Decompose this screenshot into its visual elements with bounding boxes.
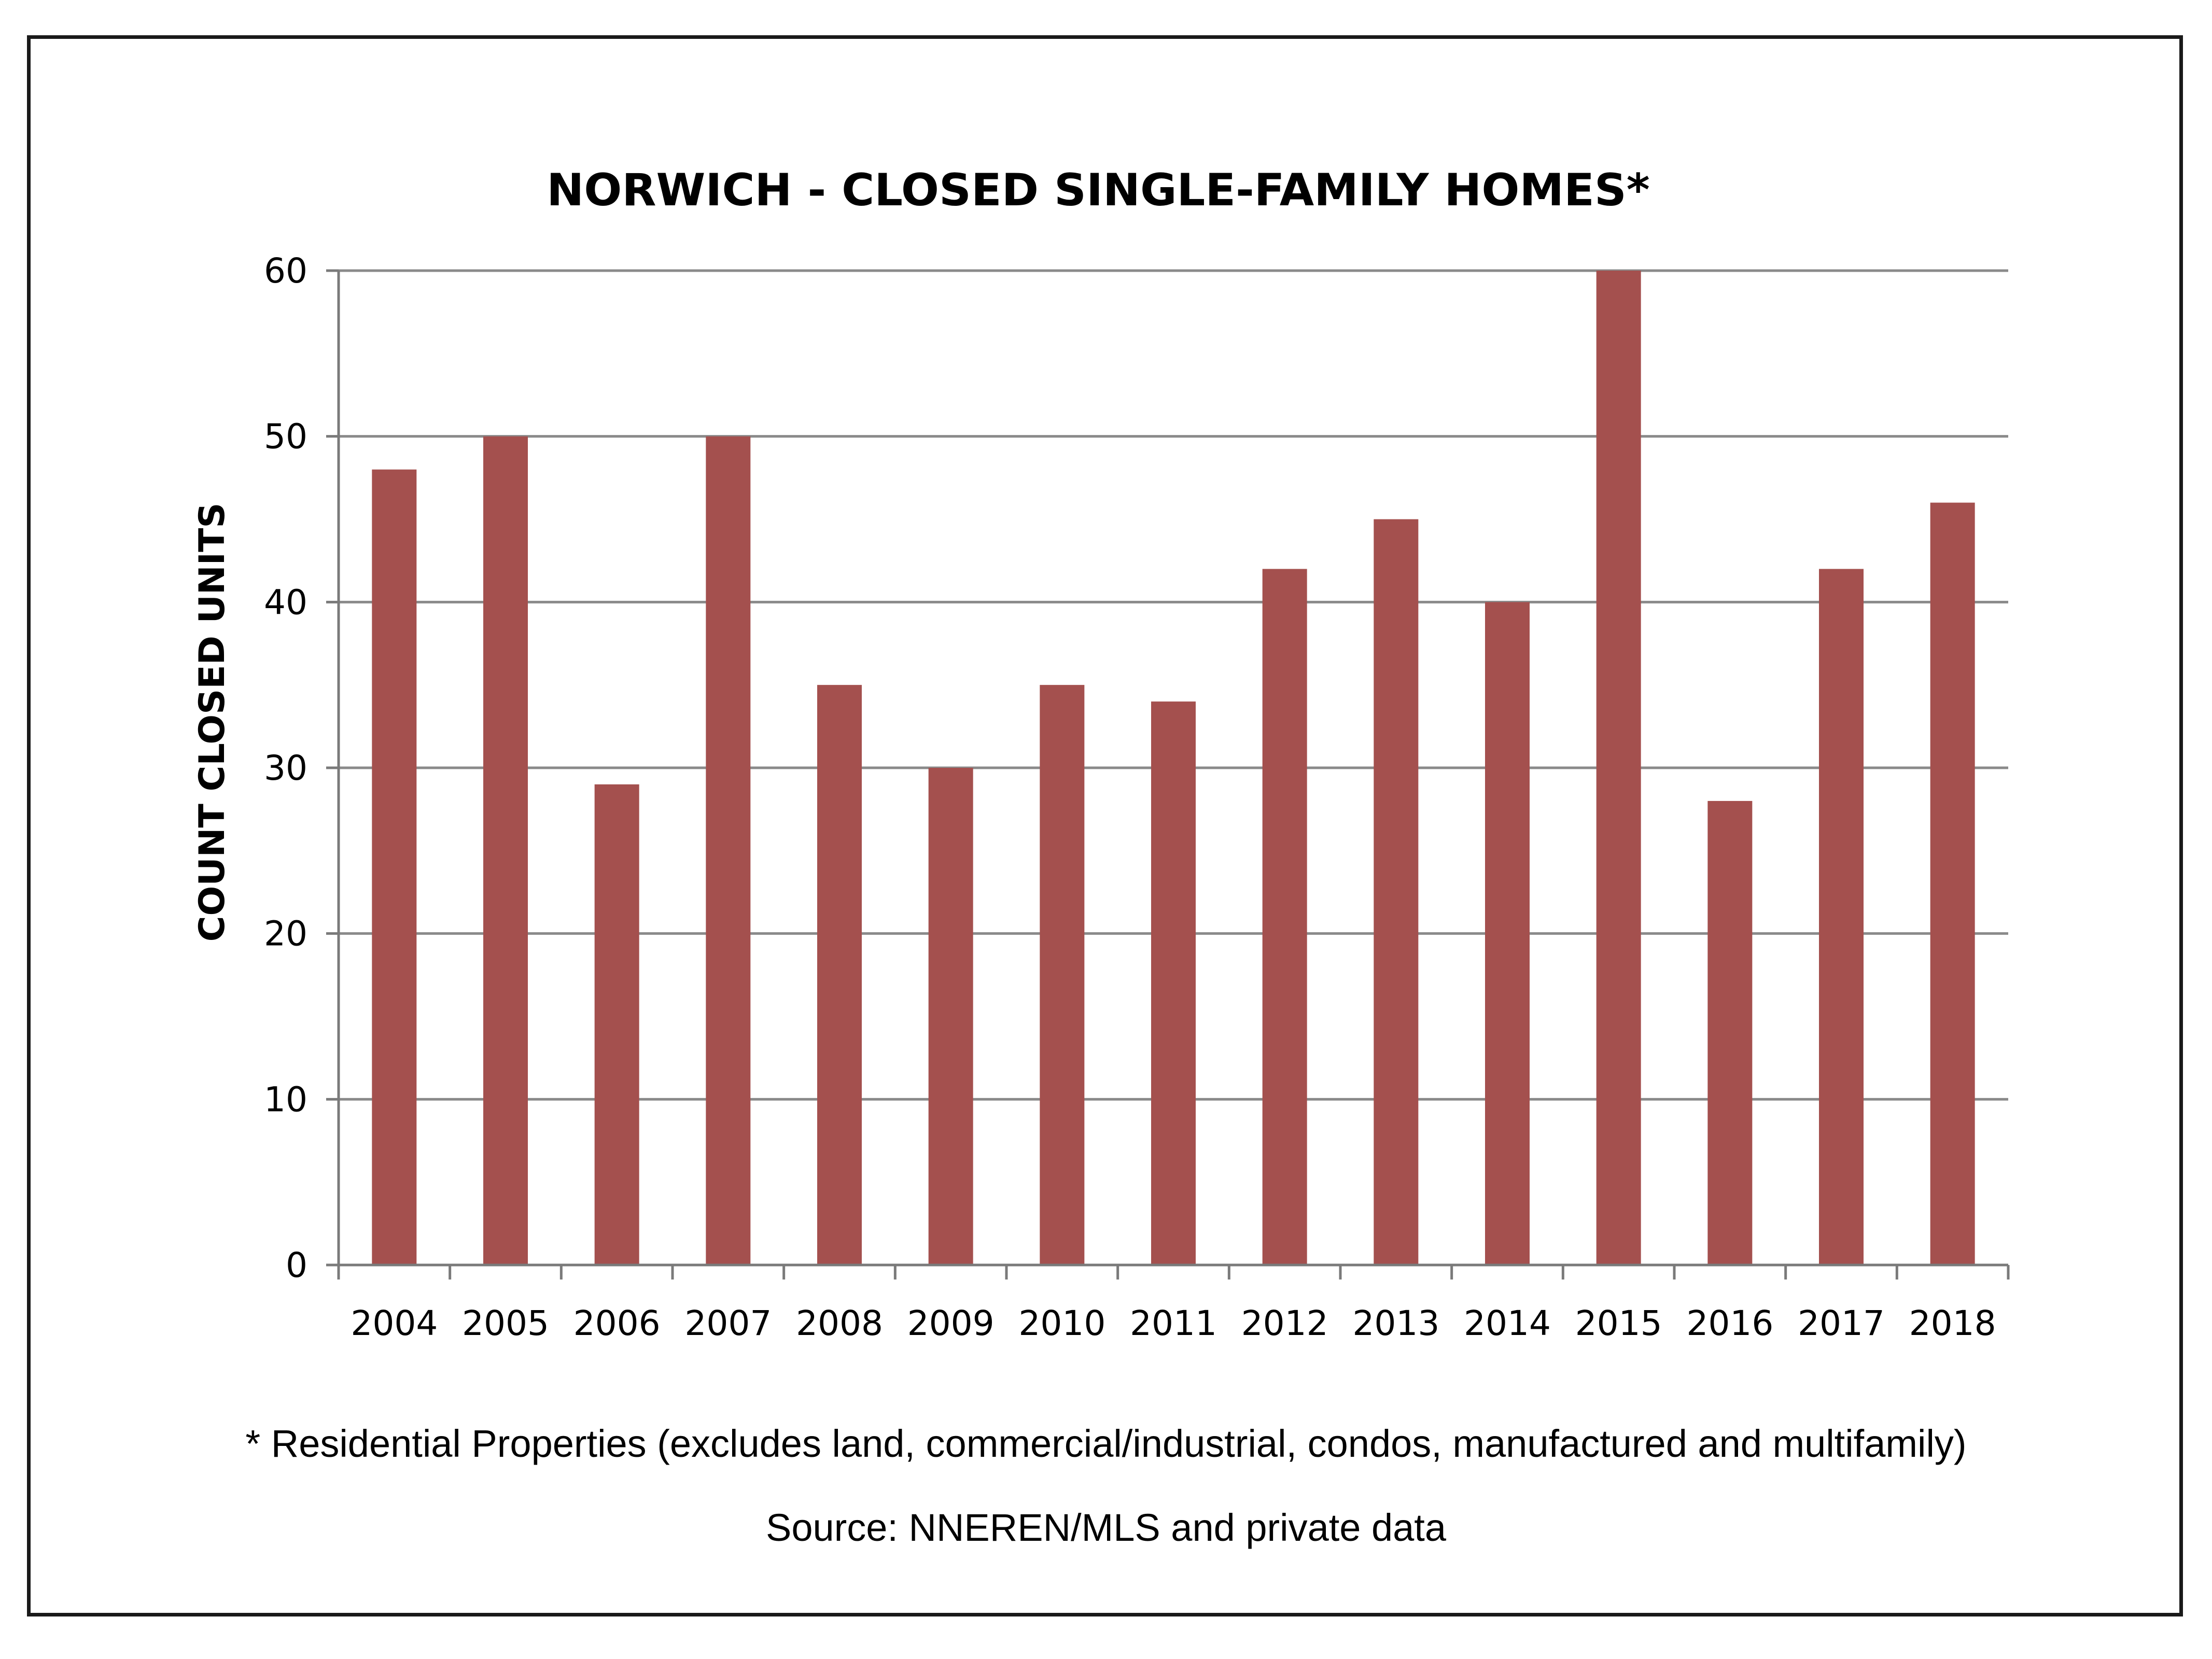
x-tick-label-2011: 2011 [1130, 1303, 1217, 1343]
x-tick-labels: 2004 2005 2006 2007 2008 2009 2010 2011 2012 2013… [351, 1303, 1996, 1343]
bar-2010 [1040, 685, 1085, 1265]
bar-2008 [817, 685, 862, 1265]
bar-2018 [1930, 502, 1975, 1265]
bar-2015 [1596, 271, 1641, 1265]
y-tick-label-50: 50 [264, 417, 307, 457]
x-tick-label-2007: 2007 [684, 1303, 772, 1343]
x-tick-label-2010: 2010 [1018, 1303, 1105, 1343]
bar-2014 [1485, 602, 1530, 1265]
bar-2013 [1374, 519, 1419, 1265]
x-tick-label-2014: 2014 [1464, 1303, 1551, 1343]
bar-2005 [483, 436, 528, 1265]
x-tick-label-2009: 2009 [907, 1303, 995, 1343]
y-tick-label-10: 10 [264, 1079, 307, 1119]
y-tick-label-20: 20 [264, 914, 307, 954]
y-tick-labels: 0 10 20 30 40 50 60 [264, 251, 307, 1285]
x-tick-label-2006: 2006 [573, 1303, 661, 1343]
bar-2007 [706, 436, 751, 1265]
bar-2012 [1262, 569, 1307, 1265]
y-axis-title: COUNT CLOSED UNITS [192, 503, 233, 942]
x-tick-label-2013: 2013 [1352, 1303, 1439, 1343]
x-tick-label-2012: 2012 [1241, 1303, 1328, 1343]
footnote-source: Source: NNEREN/MLS and private data [766, 1506, 1447, 1549]
bar-2011 [1151, 701, 1196, 1265]
y-tick-label-60: 60 [264, 251, 307, 291]
x-tick-label-2008: 2008 [796, 1303, 883, 1343]
x-tick-label-2017: 2017 [1798, 1303, 1885, 1343]
bar-2006 [594, 784, 639, 1265]
x-tick-label-2004: 2004 [351, 1303, 438, 1343]
bar-2004 [372, 469, 417, 1265]
x-tick-label-2005: 2005 [462, 1303, 549, 1343]
y-tick-label-40: 40 [264, 582, 307, 622]
bar-2017 [1819, 569, 1864, 1265]
x-tick-label-2015: 2015 [1575, 1303, 1662, 1343]
bar-2009 [928, 768, 973, 1265]
chart-title: NORWICH - CLOSED SINGLE-FAMILY HOMES* [547, 164, 1650, 216]
y-tick-label-30: 30 [264, 748, 307, 788]
footnote-residential: * Residential Properties (excludes land,… [245, 1422, 1966, 1465]
chart-frame [27, 35, 2183, 1616]
x-tick-label-2018: 2018 [1909, 1303, 1996, 1343]
y-tick-label-0: 0 [286, 1245, 307, 1285]
bars [372, 271, 1975, 1265]
axes [326, 269, 2010, 1280]
x-tick-label-2016: 2016 [1686, 1303, 1773, 1343]
bar-2016 [1707, 800, 1753, 1265]
